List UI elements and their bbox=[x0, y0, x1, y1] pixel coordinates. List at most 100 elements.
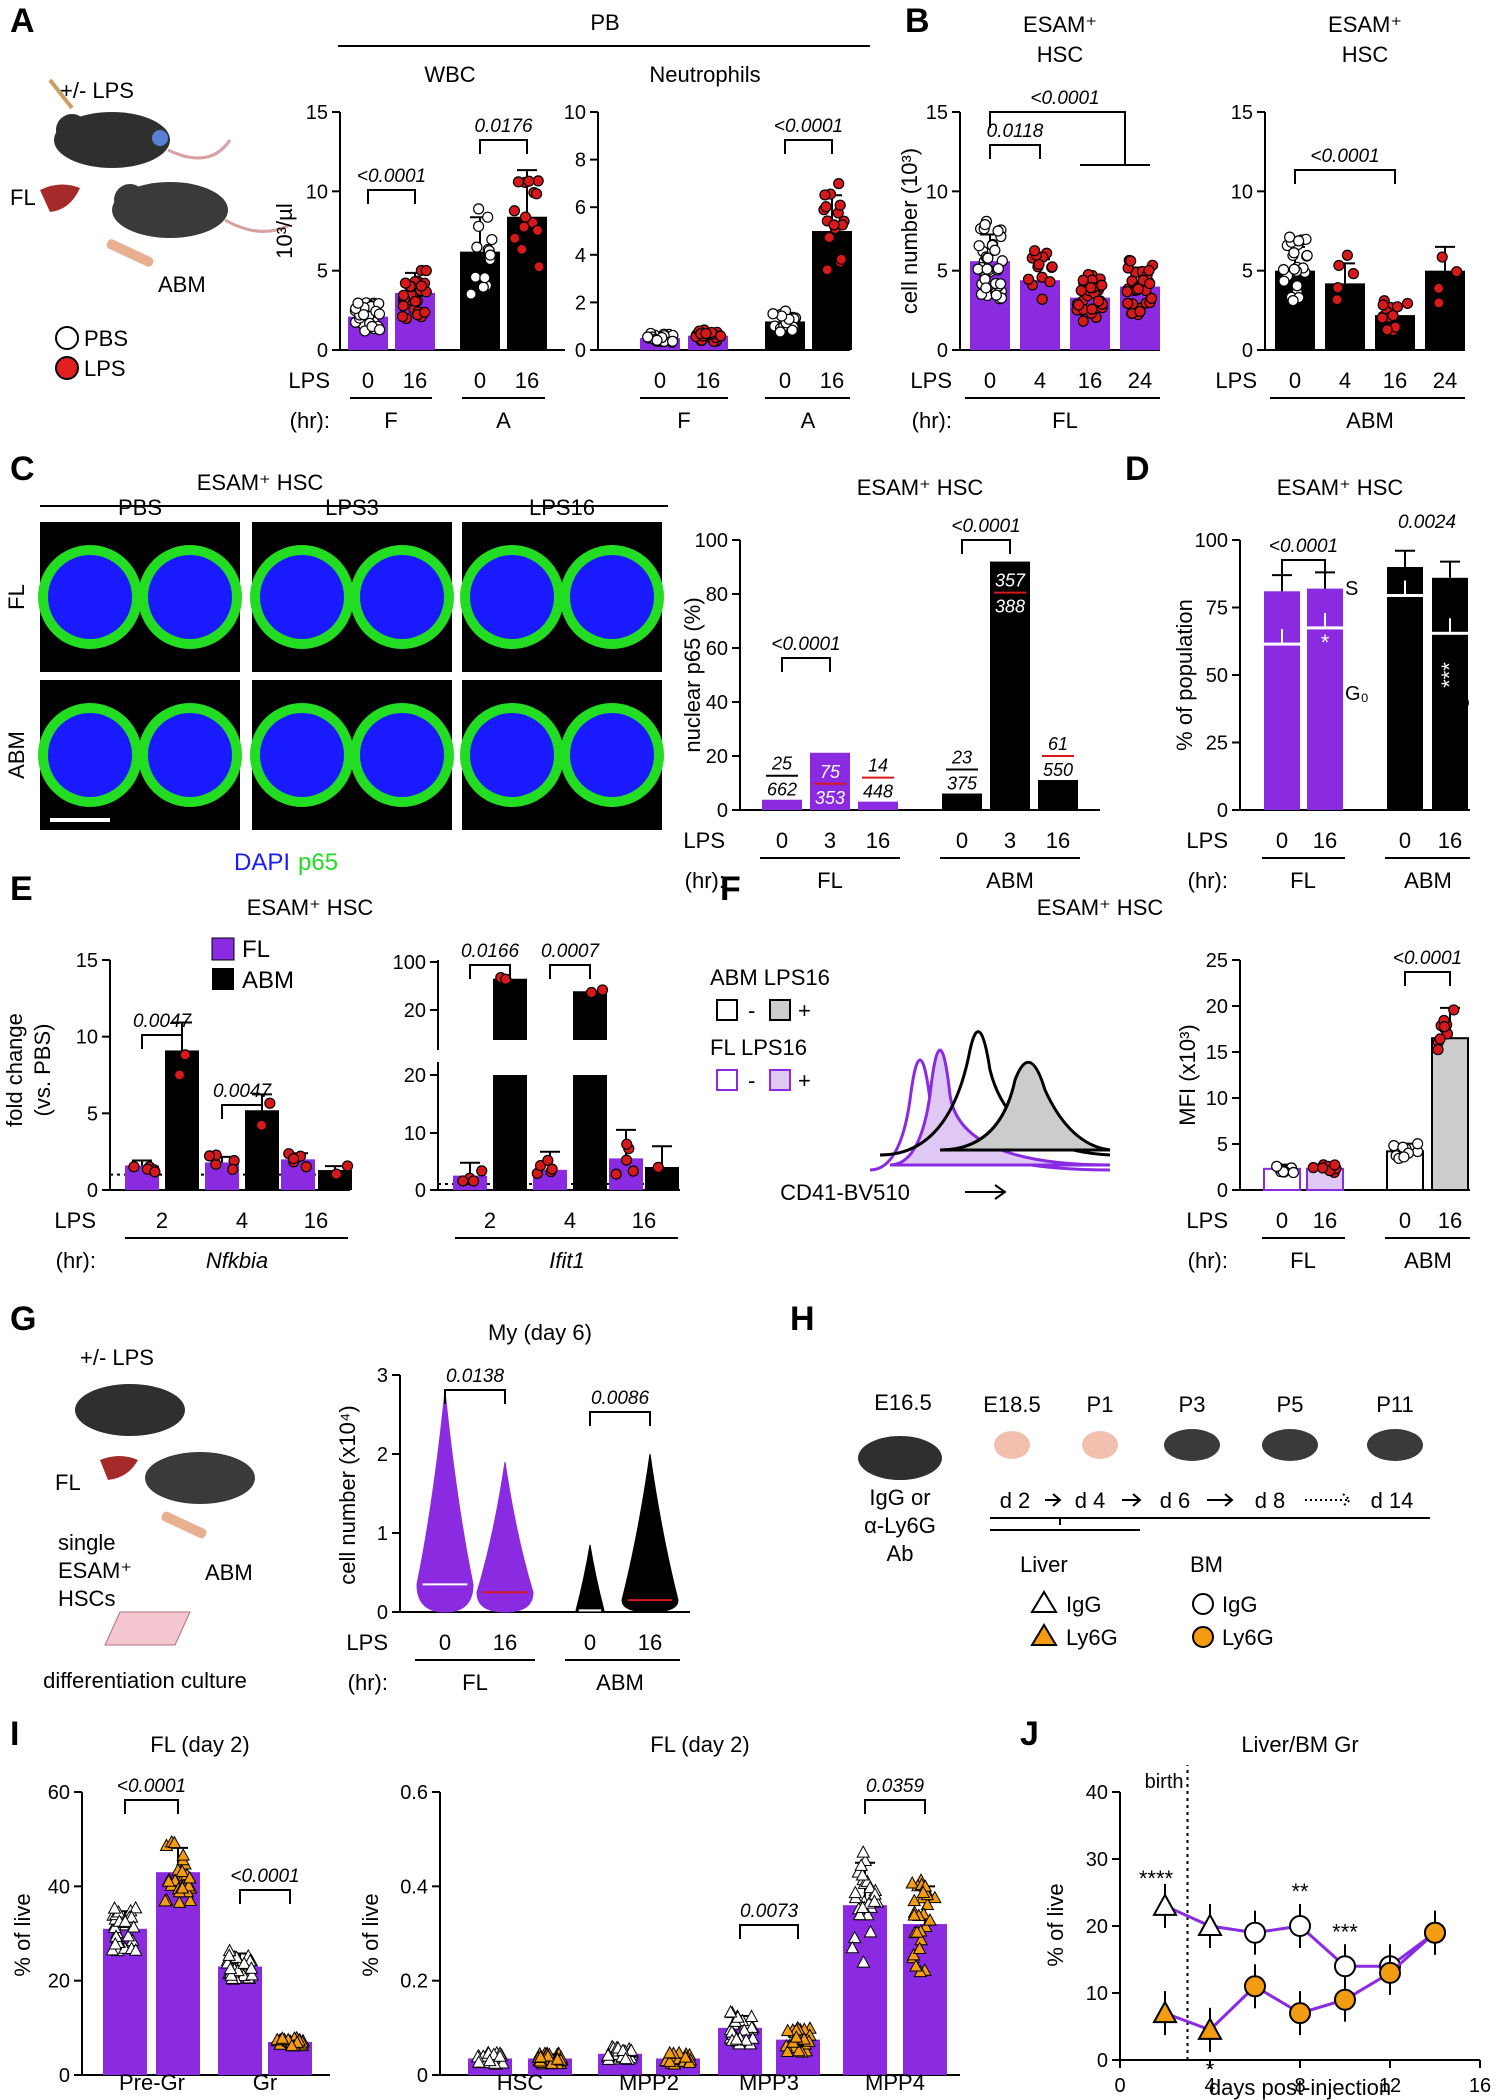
data-point bbox=[223, 1961, 238, 1975]
lps-tick-label: 16 bbox=[820, 368, 844, 393]
y-tick-label: 5 bbox=[1242, 261, 1253, 283]
data-point bbox=[1132, 283, 1144, 295]
data-point bbox=[467, 1175, 480, 1187]
data-point bbox=[1044, 276, 1056, 288]
y-axis-label: fold change bbox=[2, 1013, 27, 1127]
panel-d-chart: 0 25 50 75 100 ESAM⁺ HSC % of population <0.000… bbox=[1172, 475, 1470, 893]
data-point bbox=[1401, 297, 1414, 310]
y-tick-label: 20 bbox=[404, 1000, 426, 1022]
legend-ly6g-circle bbox=[1192, 1626, 1214, 1648]
lps-axis-label: LPS bbox=[288, 368, 330, 393]
lps-tick-label: 16 bbox=[1383, 368, 1407, 393]
data-point bbox=[300, 1161, 312, 1173]
legend-swatch-minus bbox=[716, 1069, 738, 1091]
y-tick-label: 20 bbox=[404, 1065, 426, 1087]
lps-tick-label: 0 bbox=[776, 828, 788, 853]
data-point bbox=[1376, 312, 1388, 324]
p-value: 0.0176 bbox=[474, 116, 533, 137]
data-point bbox=[906, 1947, 921, 1961]
data-point bbox=[980, 282, 992, 294]
data-point bbox=[835, 253, 847, 265]
y-tick-label: 5 bbox=[317, 261, 328, 283]
data-point-circle bbox=[1244, 1921, 1266, 1944]
group-label: FL bbox=[1290, 868, 1316, 893]
data-point bbox=[982, 252, 994, 264]
bar-s bbox=[1387, 567, 1423, 810]
micrograph bbox=[250, 522, 454, 672]
bar-g0-divider bbox=[1432, 631, 1468, 635]
cell-nucleus bbox=[260, 713, 344, 797]
category-label: Pre-Gr bbox=[119, 2070, 185, 2095]
fraction-denominator: 448 bbox=[863, 782, 893, 802]
single-label: single bbox=[58, 1530, 115, 1555]
data-point bbox=[907, 1908, 922, 1921]
data-point bbox=[1398, 1151, 1410, 1163]
data-point bbox=[222, 1948, 237, 1961]
data-point bbox=[352, 297, 364, 309]
data-point-circle bbox=[1244, 1975, 1266, 1998]
data-point bbox=[1096, 279, 1108, 291]
panel-letter-f: F bbox=[720, 870, 741, 908]
bar bbox=[812, 231, 852, 350]
y-tick-label: 15 bbox=[306, 102, 328, 124]
p-value: <0.0001 bbox=[771, 634, 840, 655]
lps-axis-label: LPS bbox=[1186, 828, 1228, 853]
stage-label: P11 bbox=[1376, 1392, 1414, 1417]
lps-axis-label: LPS bbox=[1186, 1208, 1228, 1233]
bar-g0-divider bbox=[1387, 594, 1423, 597]
injection-label: Ab bbox=[887, 1541, 914, 1566]
y-tick-label: 0 bbox=[59, 2065, 70, 2087]
data-point bbox=[828, 219, 840, 231]
y-tick-label: 0.2 bbox=[400, 1971, 428, 1993]
hscs-label: HSCs bbox=[58, 1586, 115, 1611]
data-point bbox=[780, 2044, 795, 2058]
fraction-numerator: 61 bbox=[1048, 734, 1068, 754]
injection-label: α-Ly6G bbox=[864, 1513, 936, 1538]
y-tick-label: 10 bbox=[76, 1027, 98, 1049]
panel-i-hspc-chart: 0 0.2 0.4 0.6 FL (day 2) % of live HSC MPP2 MPP3… bbox=[358, 1732, 960, 2095]
legend-lps-marker bbox=[55, 356, 79, 380]
mouse-icon bbox=[54, 112, 232, 168]
lps-tick-label: 16 bbox=[696, 368, 720, 393]
bone-icon bbox=[106, 239, 154, 267]
legend-ly6g-triangle bbox=[1030, 1623, 1058, 1646]
data-point bbox=[175, 1864, 190, 1877]
lps-tick-label: 16 bbox=[1438, 828, 1462, 853]
legend-swatch-plus bbox=[769, 1069, 791, 1091]
lps-tick-label: 16 bbox=[403, 368, 427, 393]
p-value: 0.0359 bbox=[866, 1776, 925, 1797]
panel-c-images: ESAM⁺ HSC PBS LPS3 LPS16 FL ABM DAPI p65 bbox=[4, 470, 668, 876]
data-point bbox=[482, 211, 494, 223]
y-tick-label: 8 bbox=[575, 150, 586, 172]
data-point bbox=[1341, 249, 1353, 261]
group-label: ABM bbox=[1346, 408, 1394, 433]
day-label: d 8 bbox=[1255, 1488, 1286, 1513]
significance-star: *** bbox=[1332, 1919, 1358, 1944]
data-point bbox=[1291, 280, 1303, 292]
bar-g0-divider bbox=[1307, 626, 1343, 630]
x-tick-label: 12 bbox=[1379, 2075, 1401, 2097]
p-value: 0.0166 bbox=[461, 941, 520, 962]
data-point bbox=[1387, 309, 1399, 322]
data-point bbox=[662, 2054, 677, 2067]
data-point bbox=[1433, 297, 1445, 309]
significance-bracket bbox=[239, 1889, 291, 1904]
chart-title: ESAM⁺ bbox=[1328, 12, 1402, 37]
data-point bbox=[396, 310, 409, 323]
data-point bbox=[158, 1893, 172, 1907]
panel-a-schematic: +/- LPS FL ABM PBS LPS bbox=[10, 78, 291, 381]
data-point bbox=[1293, 235, 1305, 247]
legend-swatch-plus bbox=[769, 999, 791, 1021]
p-value: <0.0001 bbox=[117, 1776, 186, 1797]
cell-nucleus bbox=[260, 555, 344, 639]
data-point bbox=[118, 1914, 133, 1927]
bar bbox=[318, 1170, 352, 1190]
data-point bbox=[1436, 251, 1448, 263]
esam-label: ESAM⁺ bbox=[58, 1558, 132, 1583]
hr-axis-label: (hr): bbox=[1188, 868, 1228, 893]
panel-j-chart: 0 10 20 30 40 0 4 8 12 16 Liver/BM Gr % of live days… bbox=[1043, 1732, 1491, 2100]
lps-tick-label: 0 bbox=[1276, 1208, 1288, 1233]
lps-axis-label: LPS bbox=[683, 828, 725, 853]
y-tick-label: 10 bbox=[564, 102, 586, 124]
